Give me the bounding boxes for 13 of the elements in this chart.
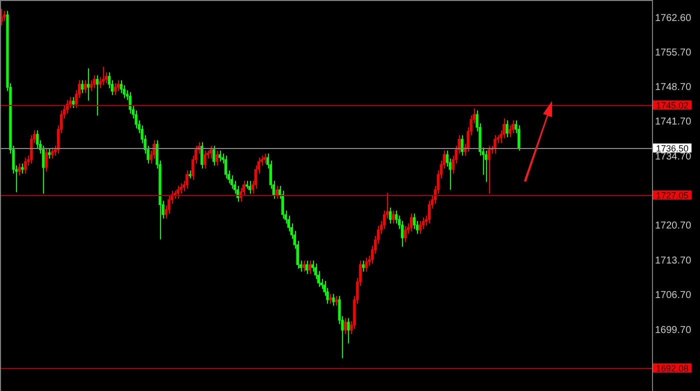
y-tick-label: 1706.70	[655, 290, 692, 302]
y-tick-label: 1762.60	[655, 13, 692, 24]
y-tick-label: 1720.70	[655, 220, 692, 232]
ref-line-label: 1745.02	[656, 100, 689, 110]
y-tick-label: 1699.70	[655, 324, 692, 336]
y-tick-label: 1748.70	[655, 82, 692, 93]
y-tick-label: 1713.70	[655, 255, 692, 266]
ref-line-label: 1692.08	[656, 363, 689, 374]
y-tick-label: 1755.70	[655, 47, 692, 58]
ref-line-label: 1736.50	[656, 143, 689, 154]
ref-line-label: 1727.05	[656, 190, 689, 200]
y-tick-label: 1734.70	[655, 151, 692, 162]
y-tick-label: 1741.70	[655, 116, 692, 128]
